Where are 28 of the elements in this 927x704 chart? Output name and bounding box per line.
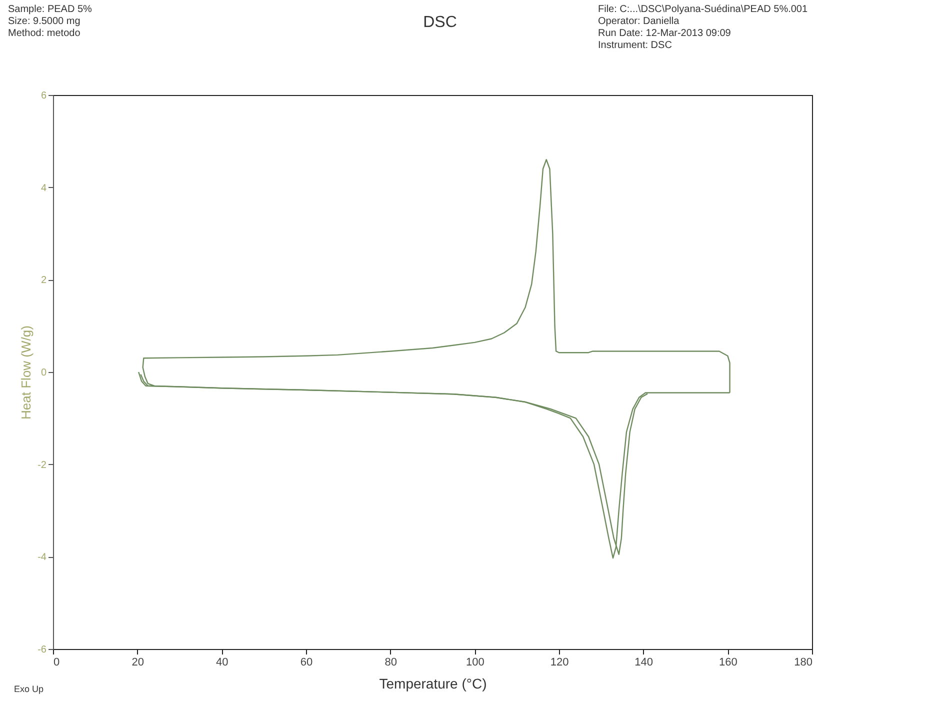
- text: Size: 9.5000 mg: [8, 16, 82, 28]
- x-tick-label: 40: [216, 656, 228, 668]
- text: Method: metodo: [8, 28, 82, 40]
- y-axis-title: Heat Flow (W/g): [18, 326, 34, 420]
- x-tick-label: 160: [718, 656, 738, 668]
- x-tick-label: 180: [794, 656, 812, 668]
- y-tick-label: 4: [40, 182, 47, 194]
- x-tick-label: 100: [466, 656, 484, 668]
- text: Instrument: DSC: [598, 40, 673, 52]
- text: Sample: PEAD 5%: [8, 4, 92, 16]
- text: Exo Up: [14, 684, 44, 694]
- x-axis-title: Temperature (°C): [379, 676, 487, 692]
- y-tick-label: -2: [38, 460, 47, 471]
- text: Run Date: 12-Mar-2013 09:09: [598, 28, 732, 40]
- y-tick-label: 6: [40, 90, 47, 102]
- chart-title: DSC: [423, 14, 457, 31]
- x-tick-label: 60: [300, 656, 313, 668]
- x-tick-label: 140: [634, 656, 654, 668]
- x-tick-label: 80: [384, 656, 397, 668]
- y-tick-label: -4: [38, 552, 47, 564]
- text: File: C:...\DSC\Polyana-Suédina\PEAD 5%.001: [598, 4, 808, 16]
- y-tick-label: 2: [40, 275, 47, 286]
- y-tick-label: 0: [40, 368, 47, 378]
- x-tick-label: 120: [550, 656, 569, 668]
- y-tick-label: -6: [38, 644, 47, 656]
- x-tick-label: 0: [54, 656, 60, 668]
- x-tick-label: 20: [132, 656, 144, 668]
- text: Operator: Daniella: [598, 16, 680, 28]
